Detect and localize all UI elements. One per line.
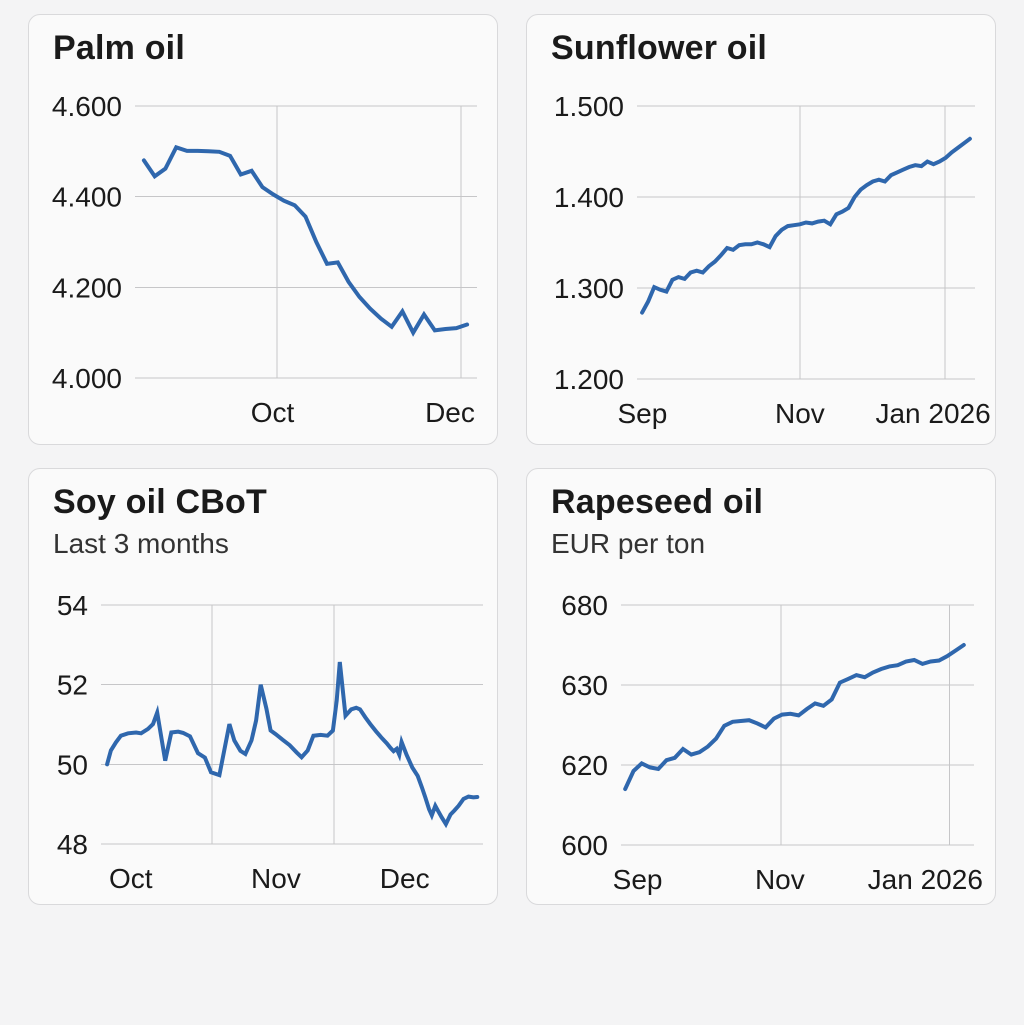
y-axis-tick-label: 48 xyxy=(57,829,88,860)
x-axis-tick-label: Sep xyxy=(617,398,667,429)
y-axis-tick-label: 1.300 xyxy=(554,273,624,304)
y-axis-tick-label: 4.400 xyxy=(52,182,122,213)
price-series-line xyxy=(623,643,966,791)
x-axis-tick-label: Oct xyxy=(109,863,153,894)
y-axis-tick-label: 52 xyxy=(57,670,88,701)
price-series-line xyxy=(141,144,470,337)
chart-card-sunflower-oil: Sunflower oil 1.500 1.400 1.300 1.200 Sep Nov… xyxy=(526,14,996,445)
chart-card-palm-oil: Palm oil 4.600 4.400 4.200 4.000 Oct Dec xyxy=(28,14,498,445)
x-axis-tick-label: Nov xyxy=(251,863,301,894)
chart-subtitle-soy-oil-cbot: Last 3 months xyxy=(53,528,229,559)
y-axis-tick-label: 600 xyxy=(561,830,608,861)
x-axis-tick-label: Dec xyxy=(380,863,430,894)
x-axis-tick-label: Jan 2026 xyxy=(875,398,990,429)
x-axis-tick-label: Oct xyxy=(251,397,295,428)
chart-title-rapeseed-oil: Rapeseed oil xyxy=(551,483,764,521)
x-axis-tick-label: Sep xyxy=(613,864,663,895)
y-axis-tick-label: 50 xyxy=(57,749,88,780)
chart-subtitle-rapeseed-oil: EUR per ton xyxy=(551,528,706,559)
x-axis-tick-label: Nov xyxy=(775,398,825,429)
x-axis-tick-label: Dec xyxy=(425,397,475,428)
y-axis-tick-label: 620 xyxy=(561,750,608,781)
chart-card-rapeseed-oil: Rapeseed oil EUR per ton 680 630 620 600 Sep… xyxy=(526,468,996,905)
price-series-line xyxy=(640,136,972,315)
chart-title-palm-oil: Palm oil xyxy=(53,29,185,67)
y-axis-tick-label: 4.600 xyxy=(52,91,122,122)
y-axis-tick-label: 4.000 xyxy=(52,363,122,394)
palm-oil-line-chart: 4.600 4.400 4.200 4.000 Oct Dec xyxy=(52,91,477,428)
y-axis-tick-label: 680 xyxy=(561,590,608,621)
y-axis-tick-label: 1.500 xyxy=(554,91,624,122)
chart-title-sunflower-oil: Sunflower oil xyxy=(551,29,768,67)
x-axis-tick-label: Jan 2026 xyxy=(868,864,983,895)
y-axis-tick-label: 1.200 xyxy=(554,364,624,395)
y-axis-tick-label: 4.200 xyxy=(52,272,122,303)
y-axis-tick-label: 630 xyxy=(561,670,608,701)
chart-card-soy-oil-cbot: Soy oil CBoT Last 3 months 54 52 50 48 Oct No… xyxy=(28,468,498,905)
x-axis-tick-label: Nov xyxy=(755,864,805,895)
y-axis-tick-label: 54 xyxy=(57,590,88,621)
soy-oil-cbot-line-chart: 54 52 50 48 Oct Nov Dec xyxy=(57,590,483,894)
chart-title-soy-oil-cbot: Soy oil CBoT xyxy=(53,483,267,521)
price-series-line xyxy=(105,661,480,829)
y-axis-tick-label: 1.400 xyxy=(554,182,624,213)
